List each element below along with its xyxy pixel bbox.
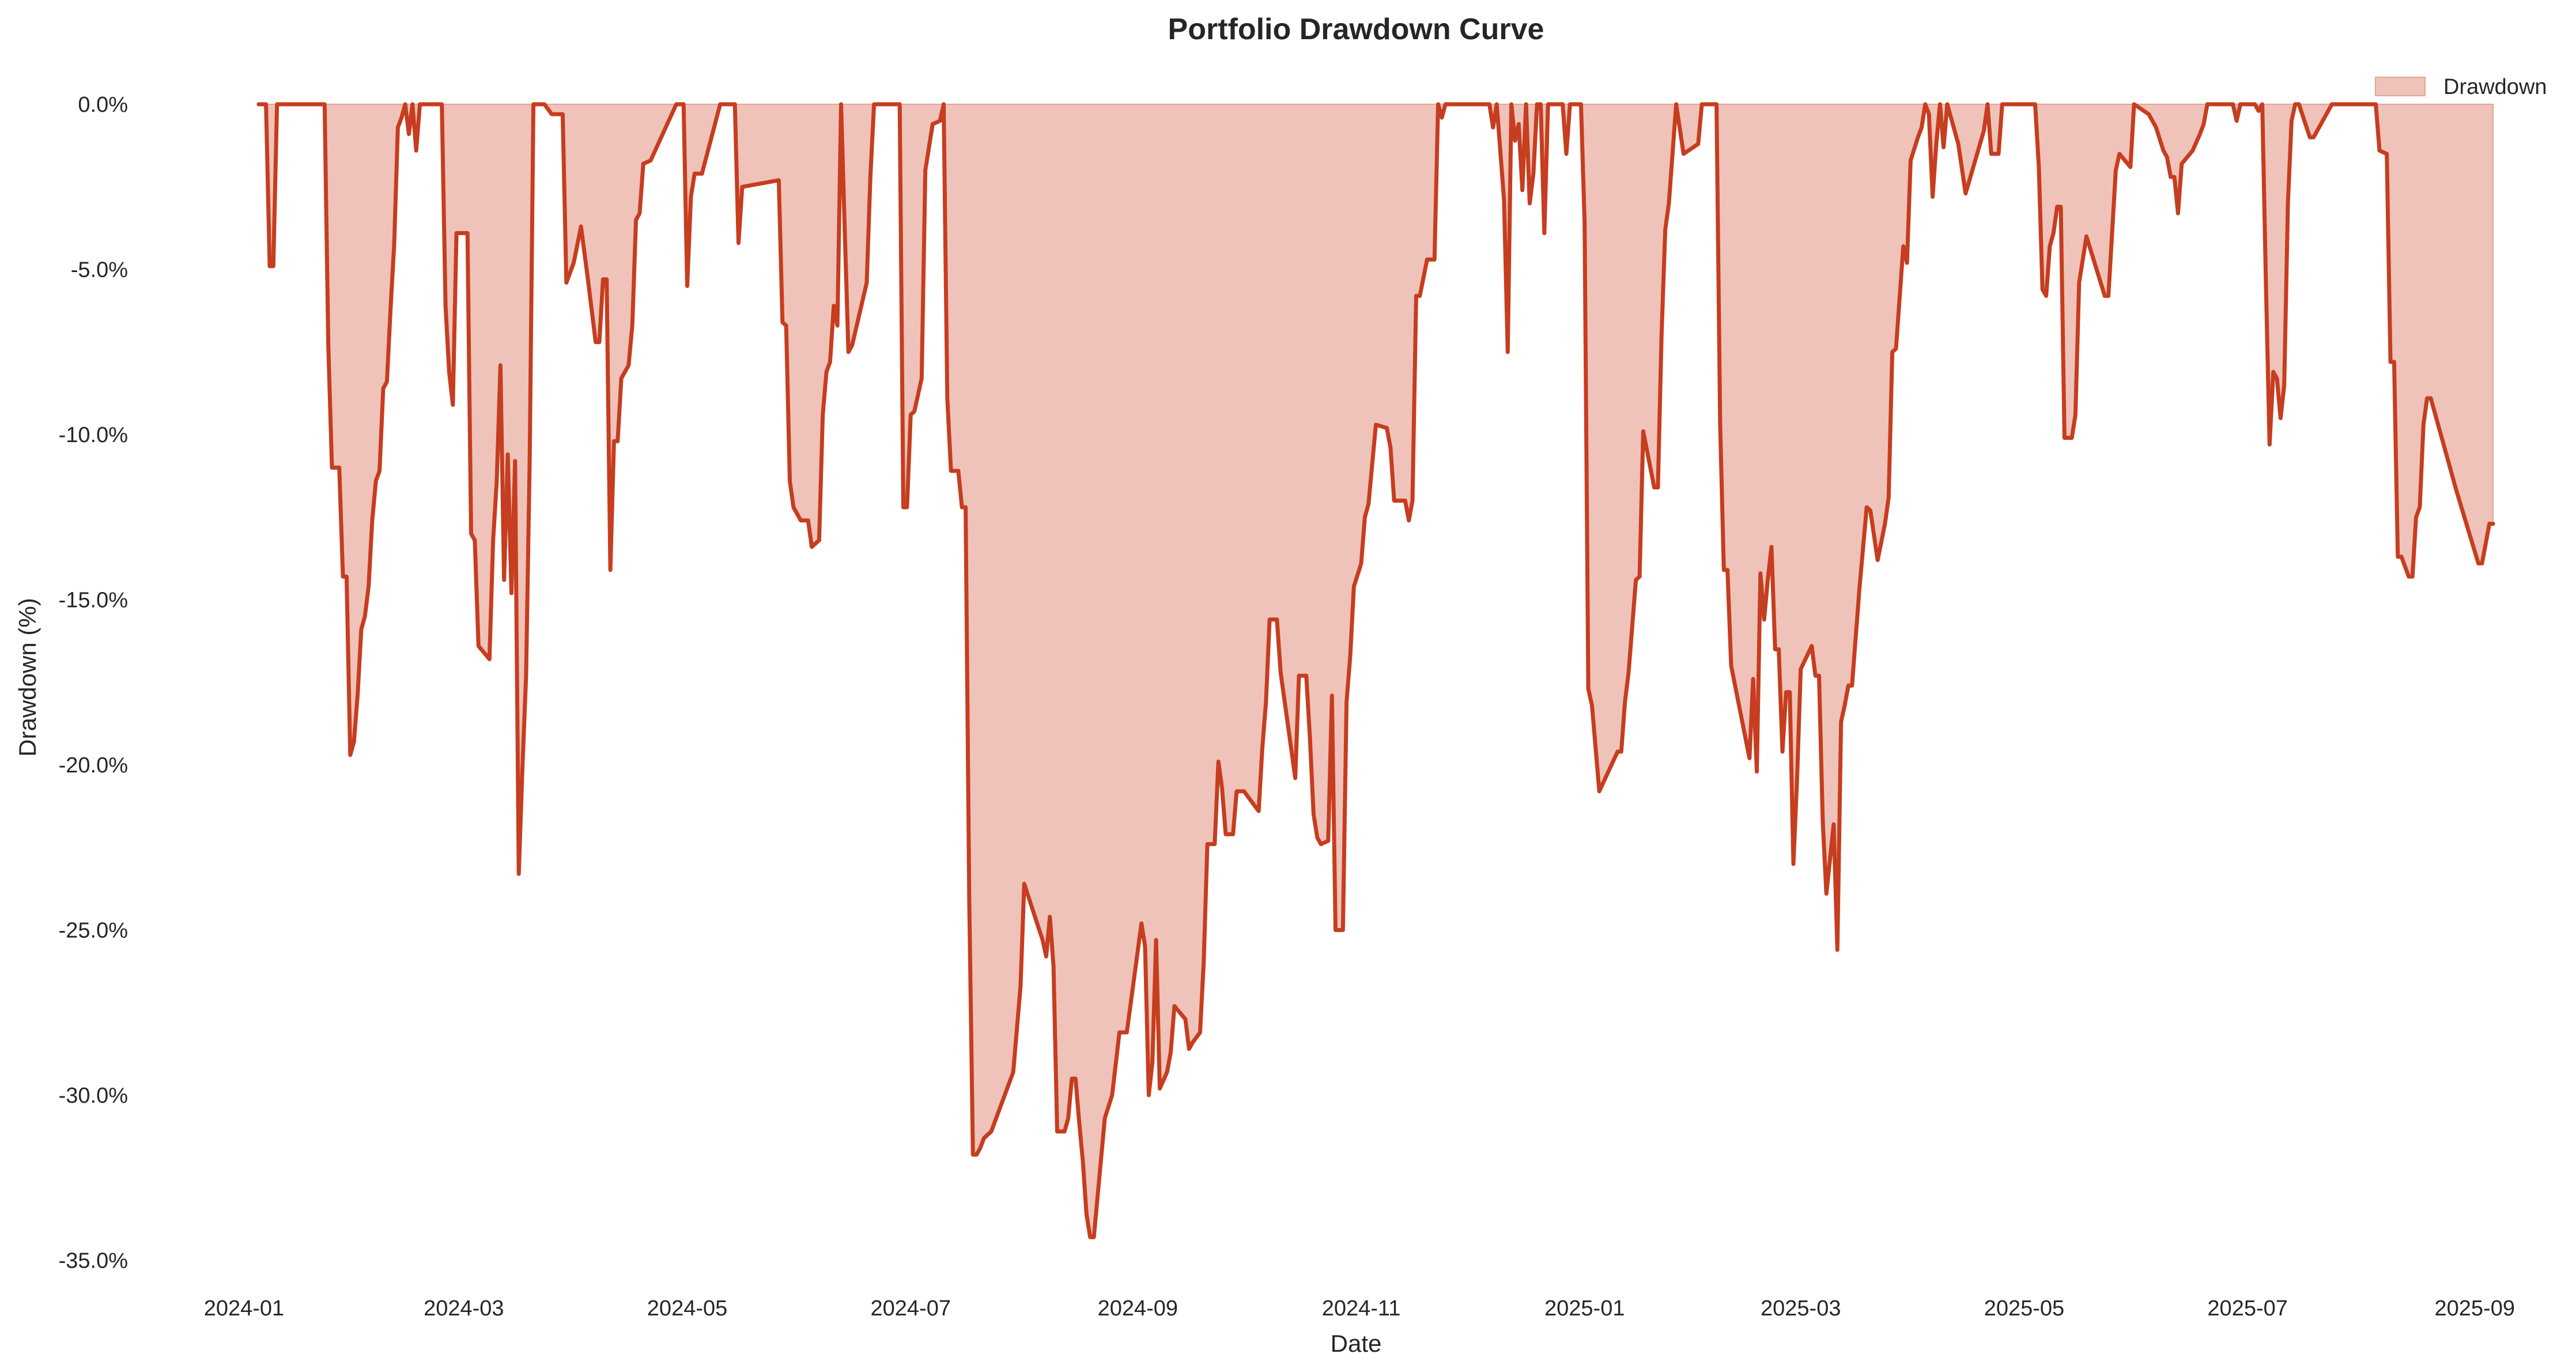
x-tick-label: 2024-09 (1098, 1296, 1178, 1321)
x-tick-label: 2024-11 (1322, 1296, 1401, 1321)
y-tick-label: -15.0% (59, 588, 128, 612)
x-tick-label: 2025-01 (1544, 1296, 1625, 1321)
y-tick-label: -5.0% (71, 258, 128, 282)
y-axis-label: Drawdown (%) (14, 598, 41, 756)
x-tick-label: 2025-05 (1984, 1296, 2064, 1321)
chart-title: Portfolio Drawdown Curve (1168, 13, 1544, 46)
x-tick-label: 2024-01 (204, 1296, 284, 1321)
x-tick-label: 2025-09 (2435, 1296, 2515, 1321)
y-tick-label: -10.0% (59, 423, 128, 447)
x-tick-label: 2024-03 (424, 1296, 504, 1321)
legend-swatch (2375, 77, 2426, 96)
legend-label: Drawdown (2443, 75, 2547, 99)
x-tick-label: 2024-05 (647, 1296, 727, 1321)
x-tick-label: 2024-07 (871, 1296, 951, 1321)
y-tick-label: 0.0% (78, 93, 128, 117)
y-tick-label: -35.0% (59, 1249, 128, 1273)
x-axis-ticks: 2024-01 2024-03 2024-05 2024-07 2024-09 2024-… (204, 1296, 2515, 1321)
legend: Drawdown (2375, 75, 2547, 99)
plot-area (256, 101, 2495, 1239)
y-tick-label: -30.0% (59, 1084, 128, 1108)
x-axis-label: Date (1331, 1330, 1382, 1357)
y-tick-label: -20.0% (59, 753, 128, 778)
x-tick-label: 2025-07 (2207, 1296, 2287, 1321)
y-tick-label: -25.0% (59, 918, 128, 942)
x-tick-label: 2025-03 (1761, 1296, 1841, 1321)
drawdown-line (256, 102, 2495, 1239)
y-axis-ticks: 0.0% -5.0% -10.0% -15.0% -20.0% -25.0% -30.0% -… (59, 93, 128, 1273)
